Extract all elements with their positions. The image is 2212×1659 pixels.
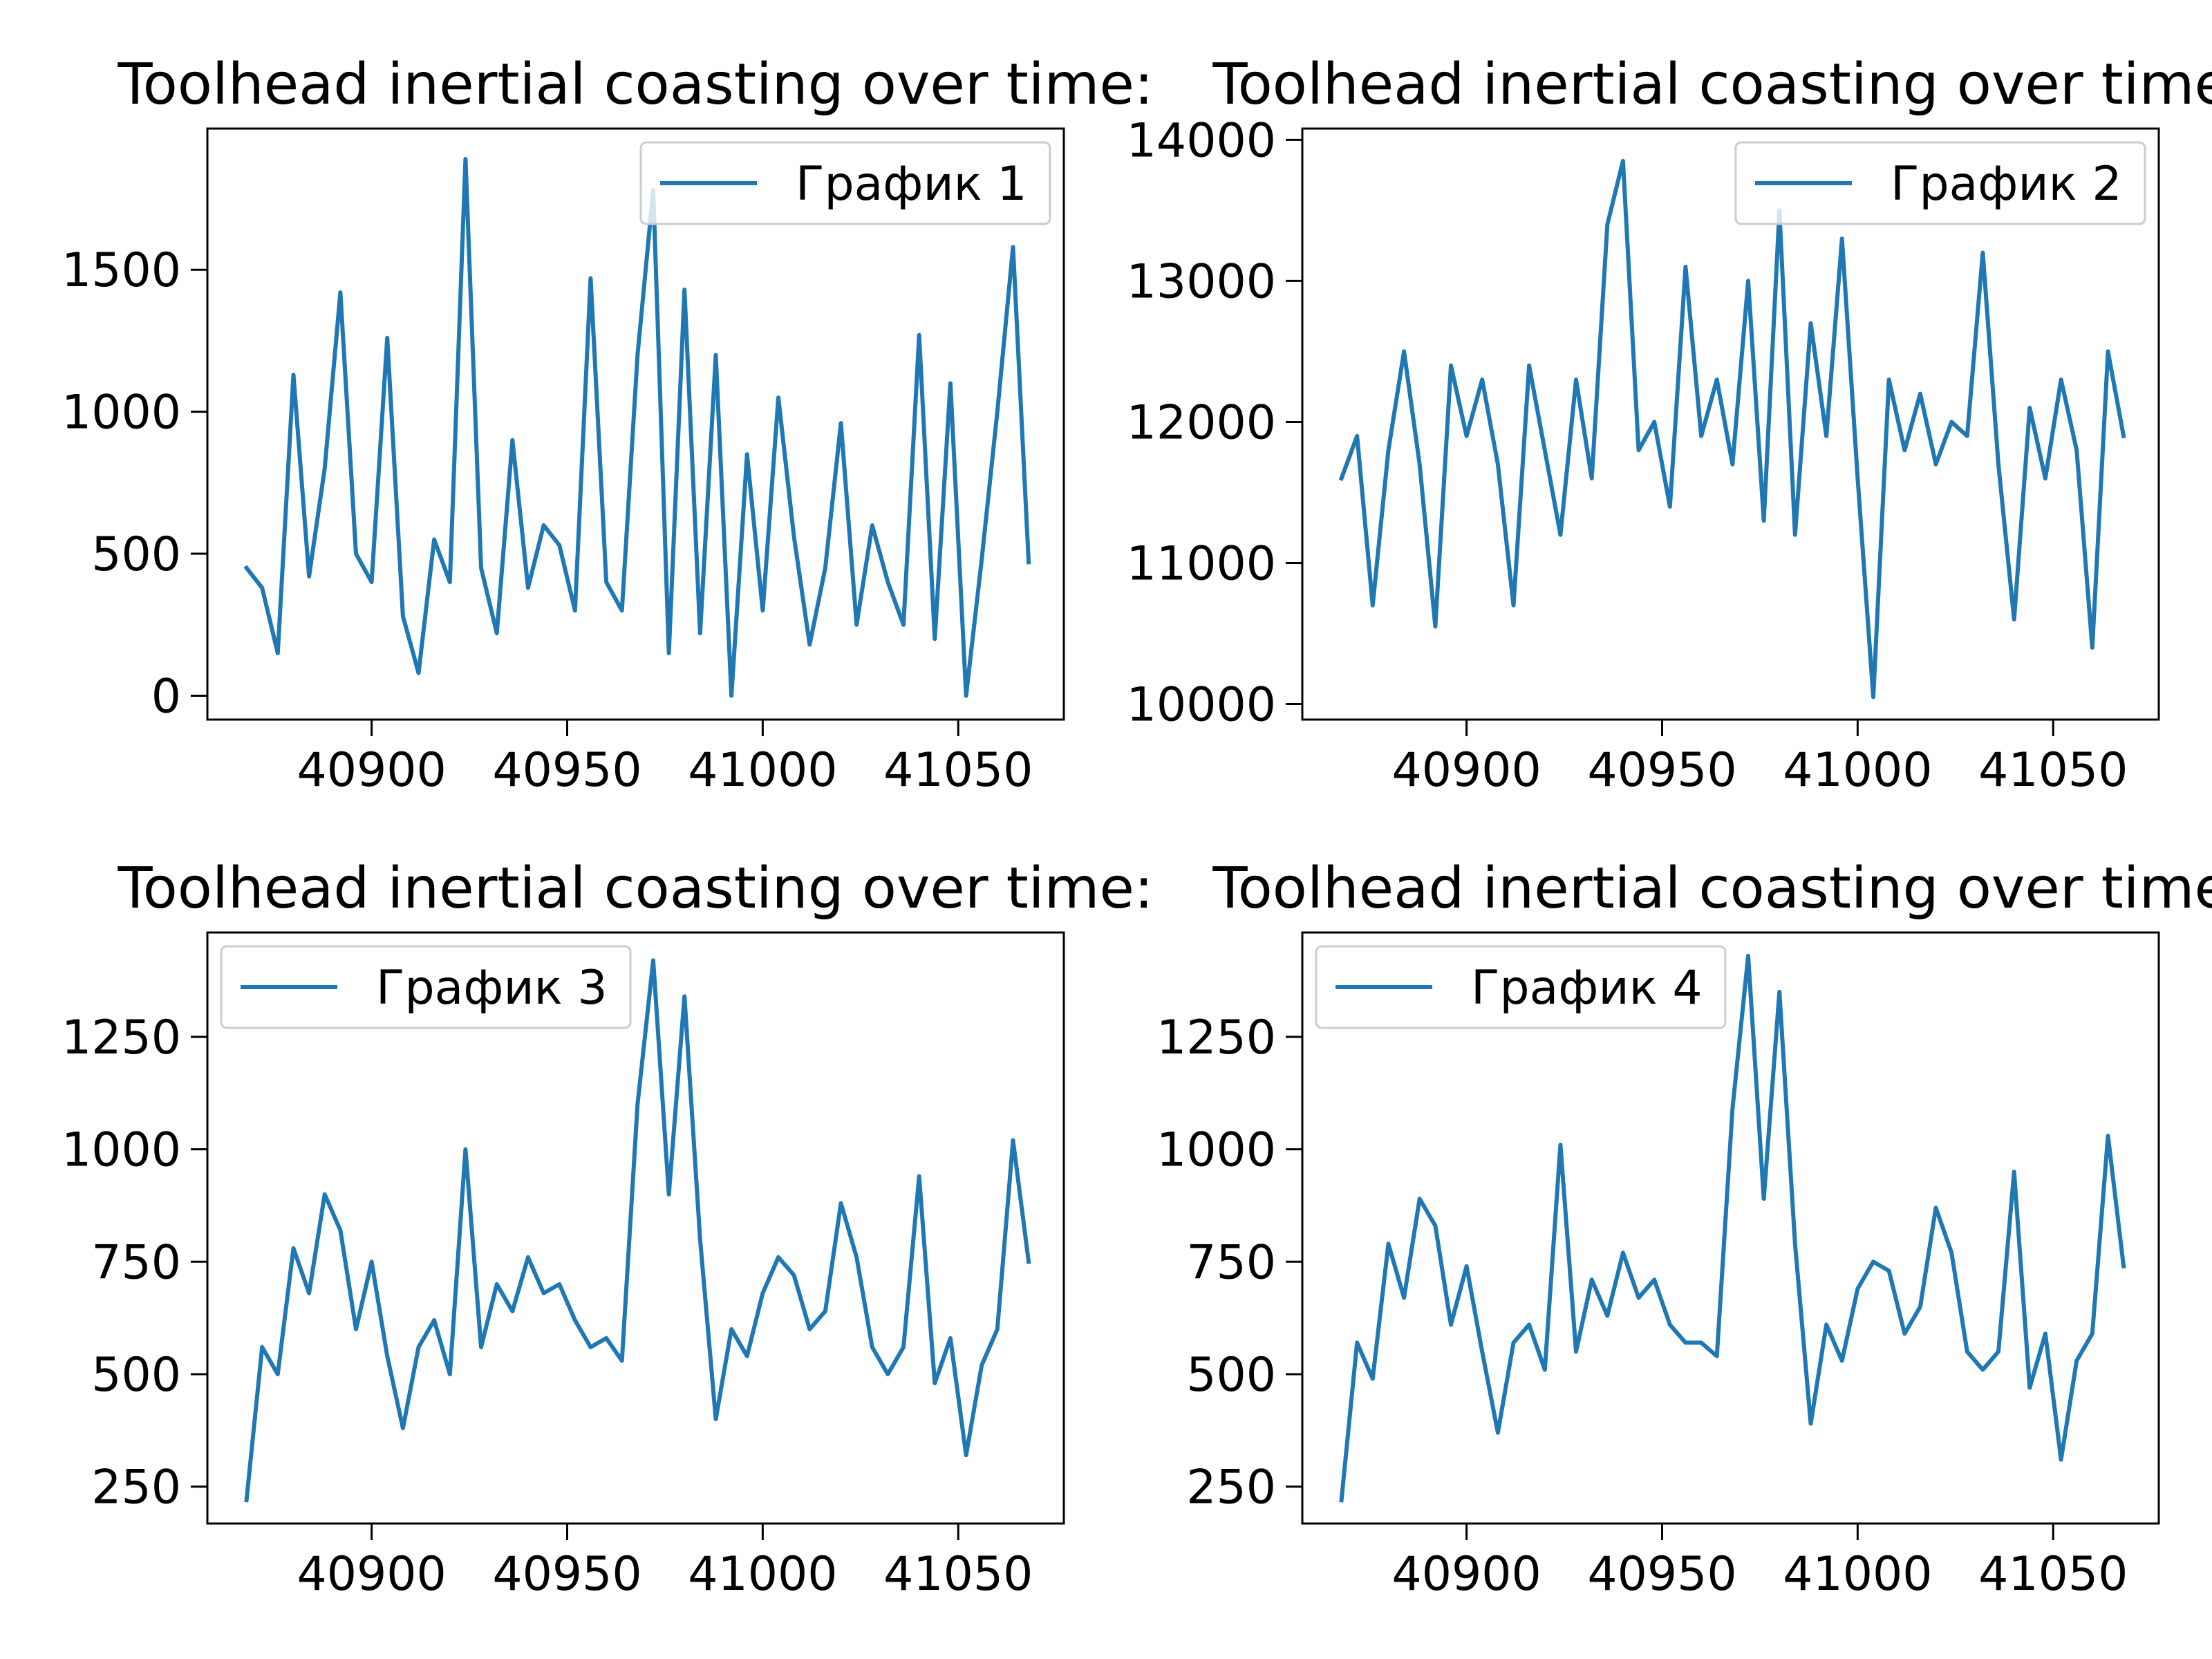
chart-title: Toolhead inertial coasting over time:	[117, 856, 1153, 921]
x-tick-label: 41000	[1783, 1547, 1932, 1602]
x-tick-label: 41000	[1783, 743, 1932, 798]
y-tick-label: 1250	[1156, 1011, 1276, 1065]
x-tick-label: 40950	[1587, 1547, 1736, 1602]
legend-box	[1315, 945, 1727, 1029]
y-tick-label: 750	[91, 1235, 181, 1290]
y-tick-label: 250	[91, 1461, 181, 1515]
plot-area	[243, 157, 1031, 698]
y-tick-label: 500	[91, 527, 181, 582]
chart-title: Toolhead inertial coasting over time:	[117, 52, 1153, 118]
legend-box	[220, 945, 632, 1029]
y-tick-label: 0	[151, 669, 181, 724]
plot-area	[1338, 158, 2126, 700]
y-tick-label: 10000	[1127, 678, 1276, 733]
y-tick-label: 12000	[1127, 395, 1276, 450]
y-tick-label: 750	[1186, 1235, 1276, 1290]
x-tick-label: 40950	[1587, 743, 1736, 798]
data-line	[244, 958, 1031, 1503]
chart-title: Toolhead inertial coasting over time:	[1212, 52, 2212, 118]
subplot: Toolhead inertial coasting over time: 250…	[1156, 856, 2212, 1602]
x-tick-label: 40950	[492, 743, 641, 798]
y-tick-label: 500	[91, 1348, 181, 1403]
x-tick-label: 41050	[883, 743, 1033, 798]
legend-label: График 3	[376, 961, 608, 1015]
legend-box	[1734, 141, 2146, 225]
y-tick-label: 250	[1186, 1461, 1276, 1515]
chart-title: Toolhead inertial coasting over time:	[1212, 856, 2212, 921]
x-tick-label: 41050	[1978, 1547, 2128, 1602]
legend-label: График 2	[1891, 157, 2122, 212]
x-tick-label: 41000	[688, 1547, 837, 1602]
y-tick-label: 1250	[62, 1011, 181, 1065]
axes-frame	[206, 931, 1065, 1525]
data-line	[1339, 953, 2126, 1503]
axes-frame	[1301, 127, 2160, 721]
x-tick-label: 40900	[297, 1547, 446, 1602]
y-tick-label: 14000	[1127, 113, 1276, 168]
axes-frame	[1301, 931, 2160, 1525]
x-tick-label: 41050	[883, 1547, 1033, 1602]
y-tick-label: 1500	[62, 243, 181, 298]
subplot: Toolhead inertial coasting over time: 0 50…	[62, 52, 1154, 798]
x-tick-label: 40900	[1391, 743, 1541, 798]
y-tick-label: 1000	[62, 386, 181, 440]
y-tick-label: 11000	[1127, 536, 1276, 591]
x-tick-label: 41050	[1978, 743, 2128, 798]
legend-label: График 4	[1471, 961, 1703, 1015]
data-line	[243, 157, 1031, 698]
y-tick-label: 1000	[1156, 1123, 1276, 1178]
x-tick-label: 40900	[1391, 1547, 1541, 1602]
subplot: Toolhead inertial coasting over time: 100…	[1127, 52, 2212, 798]
axes-frame	[206, 127, 1065, 721]
subplot: Toolhead inertial coasting over time: 250…	[62, 856, 1154, 1602]
x-tick-label: 41000	[688, 743, 837, 798]
x-tick-label: 40950	[492, 1547, 641, 1602]
y-tick-label: 13000	[1127, 254, 1276, 309]
legend-label: График 1	[796, 157, 1027, 212]
plot-area	[244, 958, 1031, 1503]
y-tick-label: 1000	[62, 1123, 181, 1178]
legend-box	[639, 141, 1051, 225]
plot-area	[1339, 953, 2126, 1503]
data-line	[1338, 158, 2126, 700]
x-tick-label: 40900	[297, 743, 446, 798]
y-tick-label: 500	[1186, 1348, 1276, 1403]
